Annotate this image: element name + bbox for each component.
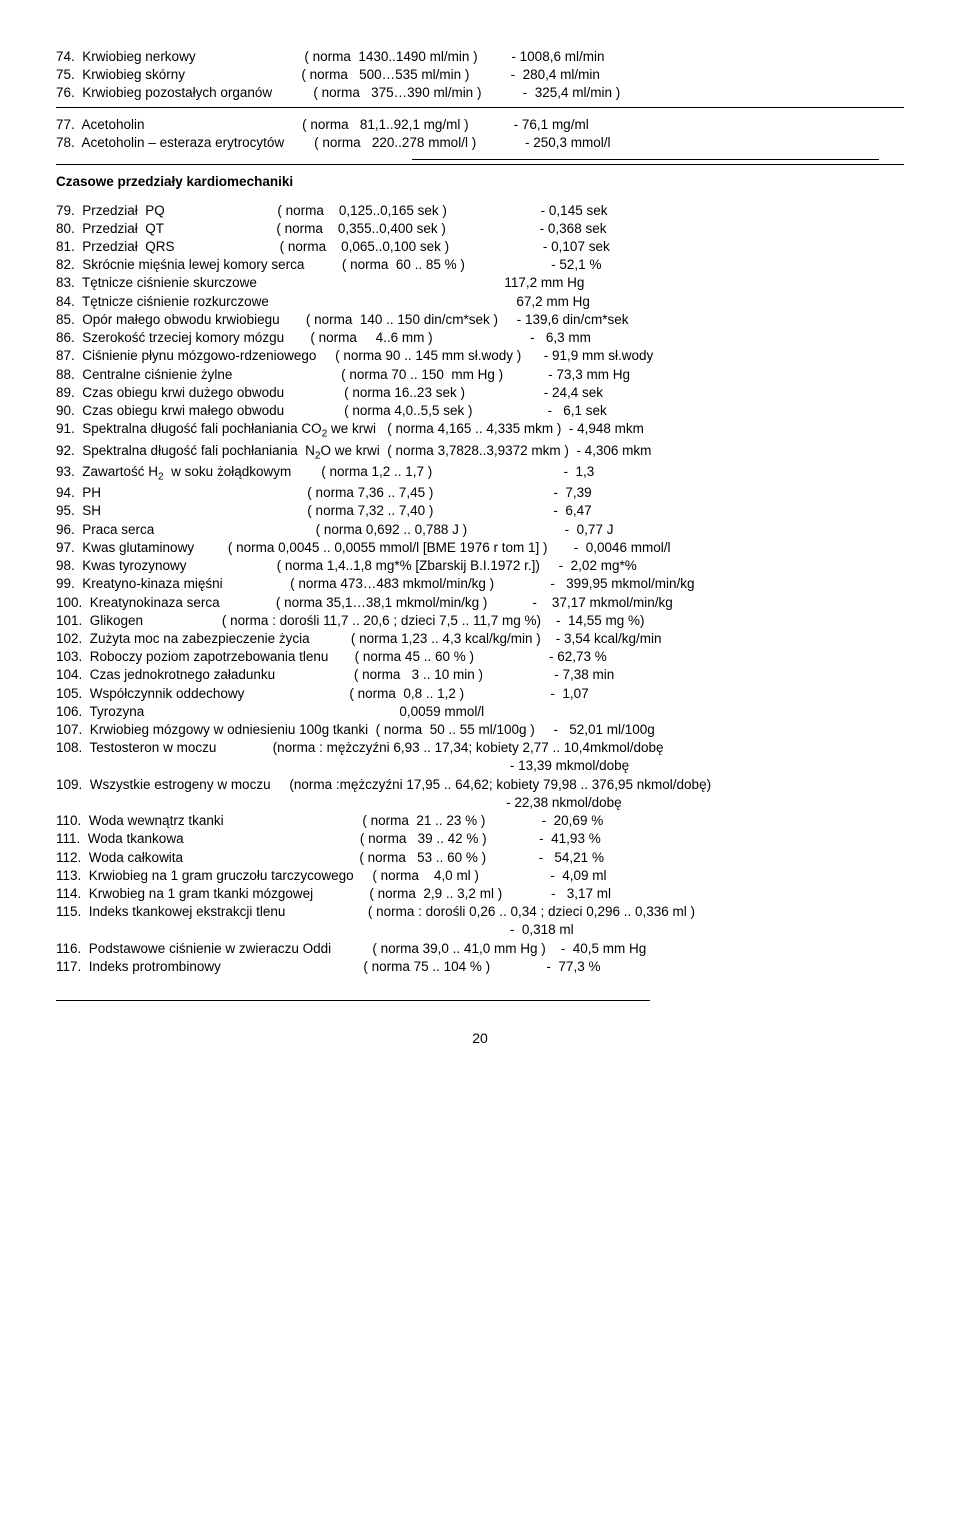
line-109: 109. Wszystkie estrogeny w moczu (norma … xyxy=(56,776,904,794)
line-92: 92. Spektralna długość fali pochłaniania… xyxy=(56,442,904,463)
line-117: 117. Indeks protrombinowy ( norma 75 .. … xyxy=(56,958,904,976)
divider xyxy=(56,107,904,108)
l93b: w soku żołądkowym ( norma 1,2 .. 1,7 ) -… xyxy=(164,464,595,479)
line-101: 101. Glikogen ( norma : dorośli 11,7 .. … xyxy=(56,612,904,630)
line-81: 81. Przedział QRS ( norma 0,065..0,100 s… xyxy=(56,238,904,256)
line-115: 115. Indeks tkankowej ekstrakcji tlenu (… xyxy=(56,903,904,921)
line-91: 91. Spektralna długość fali pochłaniania… xyxy=(56,420,904,441)
line-75: 75. Krwiobieg skórny ( norma 500…535 ml/… xyxy=(56,66,904,84)
line-94: 94. PH ( norma 7,36 .. 7,45 ) - 7,39 xyxy=(56,484,904,502)
line-95: 95. SH ( norma 7,32 .. 7,40 ) - 6,47 xyxy=(56,502,904,520)
line-97: 97. Kwas glutaminowy ( norma 0,0045 .. 0… xyxy=(56,539,904,557)
line-76: 76. Krwiobieg pozostałych organów ( norm… xyxy=(56,84,904,102)
page-number: 20 xyxy=(56,1029,904,1048)
line-87: 87. Ciśnienie płynu mózgowo-rdzeniowego … xyxy=(56,347,904,365)
l92b: O we krwi ( norma 3,7828..3,9372 mkm ) -… xyxy=(321,443,652,458)
line-85: 85. Opór małego obwodu krwiobiegu ( norm… xyxy=(56,311,904,329)
line-109b: - 22,38 nkmol/dobę xyxy=(56,794,904,812)
line-83: 83. Tętnicze ciśnienie skurczowe 117,2 m… xyxy=(56,274,904,292)
line-108b: - 13,39 mkmol/dobę xyxy=(56,757,904,775)
l92a: 92. Spektralna długość fali pochłaniania… xyxy=(56,443,315,458)
line-80: 80. Przedział QT ( norma 0,355..0,400 se… xyxy=(56,220,904,238)
line-96: 96. Praca serca ( norma 0,692 .. 0,788 J… xyxy=(56,521,904,539)
line-84: 84. Tętnicze ciśnienie rozkurczowe 67,2 … xyxy=(56,293,904,311)
line-102: 102. Zużyta moc na zabezpieczenie życia … xyxy=(56,630,904,648)
line-104: 104. Czas jednokrotnego załadunku ( norm… xyxy=(56,666,904,684)
line-116: 116. Podstawowe ciśnienie w zwieraczu Od… xyxy=(56,940,904,958)
line-105: 105. Współczynnik oddechowy ( norma 0,8 … xyxy=(56,685,904,703)
l91b: we krwi ( norma 4,165 .. 4,335 mkm ) - 4… xyxy=(327,421,644,436)
line-111: 111. Woda tkankowa ( norma 39 .. 42 % ) … xyxy=(56,830,904,848)
doc-body: 74. Krwiobieg nerkowy ( norma 1430..1490… xyxy=(56,48,904,1048)
line-99: 99. Kreatyno-kinaza mięśni ( norma 473…4… xyxy=(56,575,904,593)
divider-half-row xyxy=(56,152,904,170)
line-74: 74. Krwiobieg nerkowy ( norma 1430..1490… xyxy=(56,48,904,66)
section-heading: Czasowe przedziały kardiomechaniki xyxy=(56,173,904,191)
line-93: 93. Zawartość H2 w soku żołądkowym ( nor… xyxy=(56,463,904,484)
line-98: 98. Kwas tyrozynowy ( norma 1,4..1,8 mg*… xyxy=(56,557,904,575)
line-90: 90. Czas obiegu krwi małego obwodu ( nor… xyxy=(56,402,904,420)
line-106: 106. Tyrozyna 0,0059 mmol/l xyxy=(56,703,904,721)
line-88: 88. Centralne ciśnienie żylne ( norma 70… xyxy=(56,366,904,384)
line-113: 113. Krwiobieg na 1 gram gruczołu tarczy… xyxy=(56,867,904,885)
line-108: 108. Testosteron w moczu (norma : mężczy… xyxy=(56,739,904,757)
line-112: 112. Woda całkowita ( norma 53 .. 60 % )… xyxy=(56,849,904,867)
line-114: 114. Krwobieg na 1 gram tkanki mózgowej … xyxy=(56,885,904,903)
line-115b: - 0,318 ml xyxy=(56,921,904,939)
line-100: 100. Kreatynokinaza serca ( norma 35,1…3… xyxy=(56,594,904,612)
l91a: 91. Spektralna długość fali pochłaniania… xyxy=(56,421,322,436)
line-89: 89. Czas obiegu krwi dużego obwodu ( nor… xyxy=(56,384,904,402)
line-79: 79. Przedział PQ ( norma 0,125..0,165 se… xyxy=(56,202,904,220)
divider-bottom xyxy=(56,1000,650,1001)
line-86: 86. Szerokość trzeciej komory mózgu ( no… xyxy=(56,329,904,347)
line-78: 78. Acetoholin – esteraza erytrocytów ( … xyxy=(56,134,904,152)
line-103: 103. Roboczy poziom zapotrzebowania tlen… xyxy=(56,648,904,666)
line-77: 77. Acetoholin ( norma 81,1..92,1 mg/ml … xyxy=(56,116,904,134)
line-82: 82. Skrócnie mięśnia lewej komory serca … xyxy=(56,256,904,274)
line-107: 107. Krwiobieg mózgowy w odniesieniu 100… xyxy=(56,721,904,739)
line-110: 110. Woda wewnątrz tkanki ( norma 21 .. … xyxy=(56,812,904,830)
l93a: 93. Zawartość H xyxy=(56,464,158,479)
